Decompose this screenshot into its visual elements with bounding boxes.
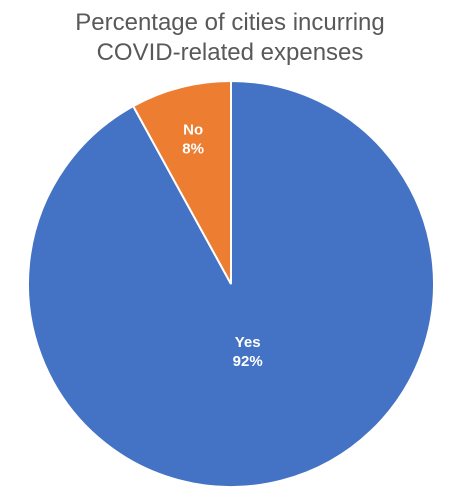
slice-label-value-yes: 92% [233,353,263,370]
slice-label-category-no: No [183,122,203,139]
slice-label-category-yes: Yes [235,334,261,351]
pie-slice-no [131,79,232,285]
chart-title-line-2: COVID-related expenses [96,39,364,66]
chart-title-line-1: Percentage of cities incurring [75,9,385,36]
slice-label-value-no: 8% [182,141,204,158]
